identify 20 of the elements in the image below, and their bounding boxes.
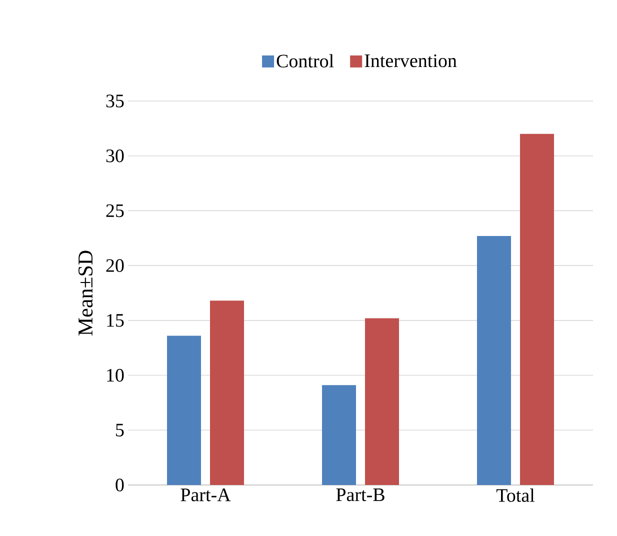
y-tick-label: 5 xyxy=(116,424,124,436)
legend-label: Intervention xyxy=(364,54,457,68)
bar xyxy=(167,336,202,485)
x-tick-label: Part-B xyxy=(336,488,384,502)
bar xyxy=(477,236,512,485)
bar xyxy=(520,134,554,485)
y-axis-title: Mean±SD xyxy=(78,250,93,336)
bar xyxy=(365,318,400,485)
bar xyxy=(322,385,356,485)
legend-label: Control xyxy=(276,54,334,68)
x-tick-label: Part-A xyxy=(180,488,231,502)
y-tick-label: 20 xyxy=(106,259,124,272)
y-tick-label: 0 xyxy=(116,478,124,492)
x-tick-label: Total xyxy=(496,488,535,502)
y-tick-label: 30 xyxy=(106,149,124,162)
y-tick-label: 15 xyxy=(107,314,124,327)
y-tick-label: 35 xyxy=(106,94,124,108)
y-tick-label: 10 xyxy=(107,368,124,382)
y-tick-label: 25 xyxy=(106,204,124,218)
bar xyxy=(210,300,244,485)
